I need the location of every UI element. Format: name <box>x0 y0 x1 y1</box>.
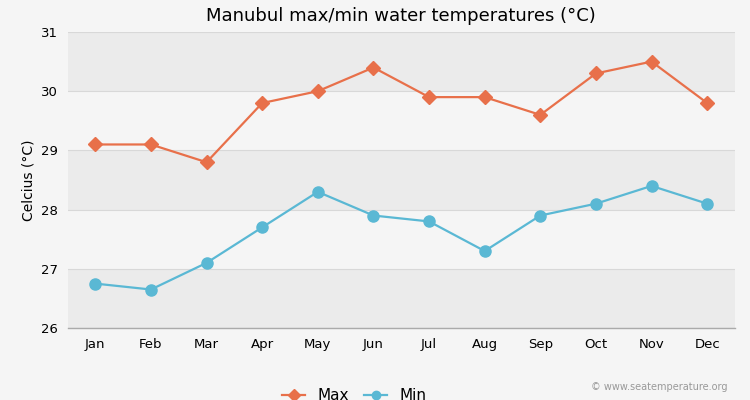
Bar <box>68 91 735 150</box>
Y-axis label: Celcius (°C): Celcius (°C) <box>21 139 35 221</box>
Legend: Max, Min: Max, Min <box>277 382 433 400</box>
Bar <box>68 150 735 210</box>
Bar <box>68 32 735 91</box>
Title: Manubul max/min water temperatures (°C): Manubul max/min water temperatures (°C) <box>206 7 596 25</box>
Bar <box>68 210 735 269</box>
Bar <box>68 269 735 328</box>
Text: © www.seatemperature.org: © www.seatemperature.org <box>591 382 728 392</box>
